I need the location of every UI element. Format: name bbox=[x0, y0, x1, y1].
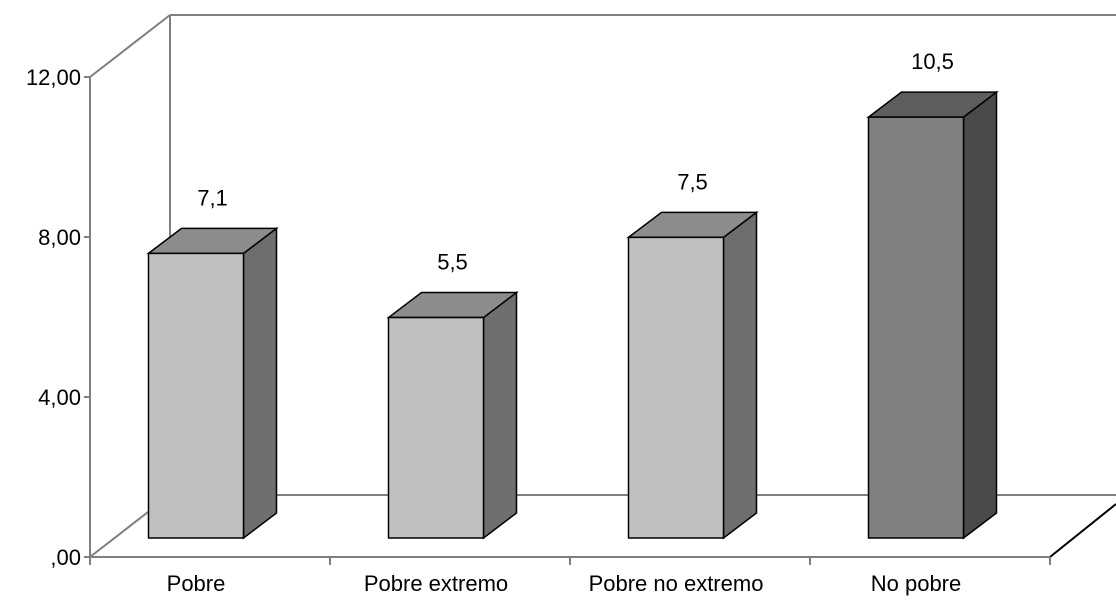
data-label: 5,5 bbox=[437, 250, 468, 275]
x-tick-label: Pobre no extremo bbox=[589, 571, 764, 596]
bar-front-face bbox=[387, 316, 485, 539]
floor-right-edge bbox=[1049, 503, 1116, 558]
bar-front-face bbox=[147, 252, 245, 539]
x-tick-label: No pobre bbox=[871, 571, 962, 596]
chart-axes: ,00 4,00 8,00 12,00 bbox=[26, 65, 1051, 570]
bar-3 bbox=[626, 210, 759, 540]
bar-side-face bbox=[962, 90, 998, 540]
bar-front-face bbox=[867, 116, 965, 539]
y-tick-label: ,00 bbox=[50, 545, 81, 570]
side-wall-top-edge bbox=[89, 14, 171, 78]
bar-side-face bbox=[482, 291, 518, 540]
bar-4 bbox=[866, 90, 999, 540]
data-label: 10,5 bbox=[911, 49, 954, 74]
x-tick-label: Pobre bbox=[167, 571, 226, 596]
bar-side-face bbox=[722, 210, 758, 540]
chart-labels: 7,1 Pobre 5,5 Pobre extremo 7,5 Pobre no extr… bbox=[167, 49, 962, 596]
data-label: 7,5 bbox=[677, 169, 708, 194]
y-tick-label: 4,00 bbox=[38, 385, 81, 410]
bar-1 bbox=[146, 226, 279, 540]
bar-front-face bbox=[627, 236, 725, 539]
y-tick-label: 12,00 bbox=[26, 65, 81, 90]
y-tick-label: 8,00 bbox=[38, 225, 81, 250]
x-tick-label: Pobre extremo bbox=[364, 571, 508, 596]
chart-bars bbox=[146, 90, 999, 540]
bar-side-face bbox=[242, 226, 278, 540]
bar-2 bbox=[386, 291, 519, 540]
data-label: 7,1 bbox=[197, 185, 228, 210]
